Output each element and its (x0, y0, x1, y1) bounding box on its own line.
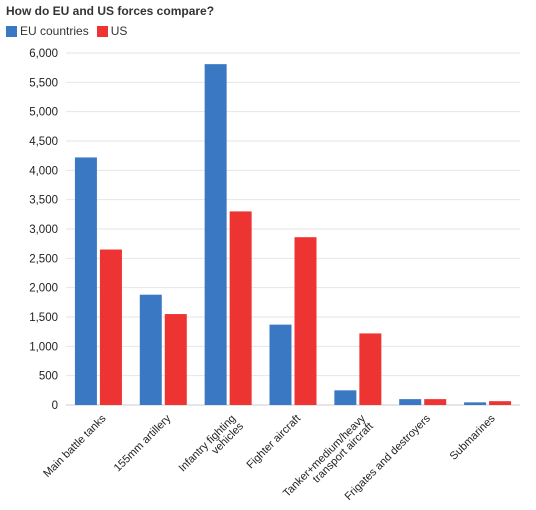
legend: EU countries US (6, 24, 135, 38)
y-tick-label: 1,500 (29, 312, 58, 324)
bar-us (294, 237, 317, 405)
y-tick-label: 1,000 (29, 341, 58, 353)
y-tick-label: 6,000 (29, 48, 58, 60)
bar-eu (464, 402, 487, 405)
bar-eu (334, 390, 357, 405)
legend-label-eu: EU countries (20, 24, 89, 38)
x-tick-label: Fighter aircraft (244, 413, 303, 472)
y-tick-label: 4,000 (29, 165, 58, 177)
x-tick-label: Main battle tanks (41, 412, 109, 480)
y-tick-label: 3,000 (29, 224, 58, 236)
legend-label-us: US (110, 24, 128, 38)
y-tick-label: 4,500 (29, 136, 58, 148)
legend-item-eu[interactable]: EU countries (6, 24, 89, 38)
y-tick-label: 0 (52, 400, 58, 412)
y-tick-label: 2,000 (29, 283, 58, 295)
bar-us (424, 399, 447, 405)
legend-item-us[interactable]: US (96, 24, 128, 38)
legend-swatch-us (96, 25, 108, 37)
bar-us (489, 401, 512, 405)
y-tick-label: 5,500 (29, 77, 58, 89)
y-tick-label: 3,500 (29, 195, 58, 207)
chart-title: How do EU and US forces compare? (6, 4, 215, 18)
y-tick-label: 5,000 (29, 107, 58, 119)
bar-eu (74, 157, 97, 405)
bar-us (229, 211, 252, 405)
bar-us (99, 249, 122, 405)
y-tick-label: 500 (39, 371, 58, 383)
bar-us (164, 314, 187, 405)
x-tick-label: Submarines (448, 412, 498, 462)
bar-eu (204, 64, 227, 405)
bar-eu (269, 324, 292, 405)
y-tick-label: 2,500 (29, 253, 58, 265)
x-tick-label: Infantry fightingvehicles (177, 412, 247, 482)
x-tick-label: 155mm artillery (112, 412, 174, 474)
legend-swatch-eu (6, 25, 17, 37)
bar-eu (399, 399, 422, 405)
bar-eu (139, 294, 162, 405)
bar-us (359, 333, 382, 405)
